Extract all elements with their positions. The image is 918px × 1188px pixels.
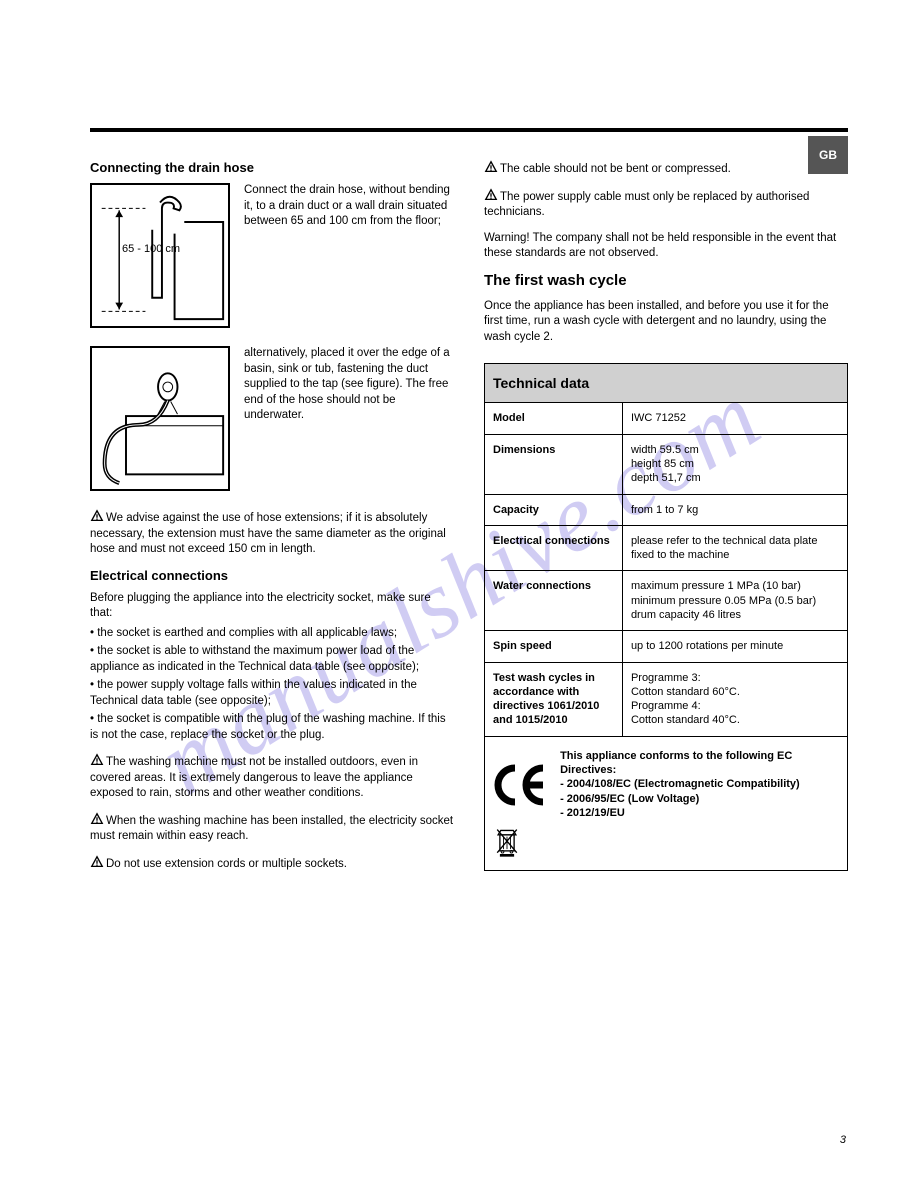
hose-extension-warning-text: We advise against the use of hose extens… xyxy=(90,512,446,555)
figure-1-caption: Connect the drain hose, without bending … xyxy=(244,183,454,328)
top-rule xyxy=(90,128,848,132)
electrical-intro: Before plugging the appliance into the e… xyxy=(90,591,454,622)
figure-2-row: alternatively, placed it over the edge o… xyxy=(90,346,454,491)
left-column: Connecting the drain hose 65 - 100 cm xyxy=(90,160,454,882)
socket-reach-warning: When the washing machine has been instal… xyxy=(90,812,454,845)
warning-icon xyxy=(90,812,104,826)
table-header: Technical data xyxy=(485,364,848,403)
table-row: Test wash cycles in accordance with dire… xyxy=(485,662,848,736)
figure-1-row: 65 - 100 cm Connect the drain hose, with… xyxy=(90,183,454,328)
figure-1-box: 65 - 100 cm xyxy=(90,183,230,328)
warning-icon xyxy=(90,509,104,523)
right-column: The cable should not be bent or compress… xyxy=(484,160,848,882)
electrical-heading: Electrical connections xyxy=(90,568,454,583)
outdoor-warning: The washing machine must not be installe… xyxy=(90,753,454,802)
content-columns: Connecting the drain hose 65 - 100 cm xyxy=(90,160,848,882)
warning-icon xyxy=(484,188,498,202)
height-range-label: 65 - 100 cm xyxy=(122,243,180,255)
page: manualshive.com GB Connecting the drain … xyxy=(0,0,918,1188)
hose-extension-warning: We advise against the use of hose extens… xyxy=(90,509,454,558)
figure-2-caption: alternatively, placed it over the edge o… xyxy=(244,346,454,491)
first-wash-text: Once the appliance has been installed, a… xyxy=(484,299,848,346)
table-row: Water connectionsmaximum pressure 1 MPa … xyxy=(485,571,848,631)
liability-warning: Warning! The company shall not be held r… xyxy=(484,231,848,262)
ce-mark-icon xyxy=(493,764,551,806)
ce-row: This appliance conforms to the following… xyxy=(485,736,848,870)
table-row: Spin speedup to 1200 rotations per minut… xyxy=(485,631,848,662)
table-header-row: Technical data xyxy=(485,364,848,403)
warning-icon xyxy=(484,160,498,174)
table-row: Capacityfrom 1 to 7 kg xyxy=(485,494,848,525)
elec-bullet-3: • the power supply voltage falls within … xyxy=(90,678,454,709)
drain-hose-basin-icon xyxy=(92,348,228,489)
figure-2-box xyxy=(90,346,230,491)
ce-text: This appliance conforms to the following… xyxy=(560,749,820,820)
warning-icon xyxy=(90,753,104,767)
table-row: Dimensionswidth 59.5 cm height 85 cm dep… xyxy=(485,434,848,494)
elec-bullet-4: • the socket is compatible with the plug… xyxy=(90,712,454,743)
technical-data-table: Technical data ModelIWC 71252 Dimensions… xyxy=(484,363,848,871)
first-wash-heading: The first wash cycle xyxy=(484,272,848,289)
drain-hose-height-icon xyxy=(92,185,228,326)
cable-replace-warning: The power supply cable must only be repl… xyxy=(484,188,848,221)
cable-bent-warning: The cable should not be bent or compress… xyxy=(484,160,848,178)
table-row: ModelIWC 71252 xyxy=(485,403,848,434)
page-number: 3 xyxy=(840,1134,846,1146)
warning-icon xyxy=(90,855,104,869)
extension-cord-warning: Do not use extension cords or multiple s… xyxy=(90,855,454,873)
table-row: Electrical connectionsplease refer to th… xyxy=(485,525,848,571)
elec-bullet-1: • the socket is earthed and complies wit… xyxy=(90,626,454,642)
elec-bullet-2: • the socket is able to withstand the ma… xyxy=(90,644,454,675)
drain-hose-heading: Connecting the drain hose xyxy=(90,160,454,175)
weee-bin-icon xyxy=(493,826,521,858)
